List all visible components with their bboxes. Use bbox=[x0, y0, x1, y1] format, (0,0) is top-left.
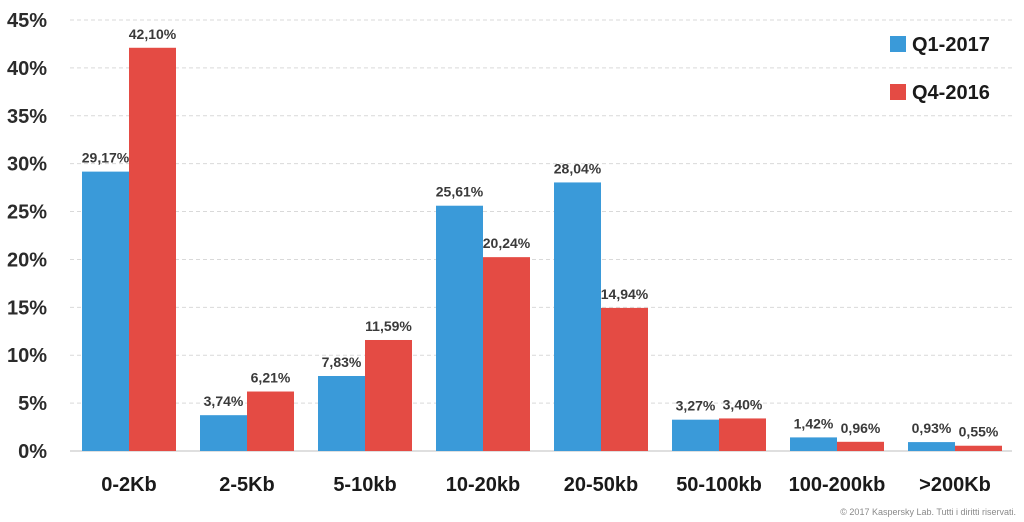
bars bbox=[82, 47, 1002, 452]
y-tick-label: 45% bbox=[7, 10, 47, 32]
x-category-label: 5-10kb bbox=[333, 474, 396, 496]
y-tick-label: 5% bbox=[18, 393, 47, 415]
x-category-label: 2-5Kb bbox=[219, 474, 275, 496]
y-tick-label: 20% bbox=[7, 249, 47, 271]
bar-q4-2016 bbox=[837, 441, 884, 451]
bar-q1-2017 bbox=[672, 419, 719, 451]
bar-q1-2017 bbox=[790, 437, 837, 451]
data-label: 25,61% bbox=[436, 184, 484, 200]
copyright-notice: © 2017 Kaspersky Lab. Tutti i diritti ri… bbox=[840, 507, 1016, 517]
data-label: 11,59% bbox=[365, 318, 412, 334]
bar-q1-2017 bbox=[318, 376, 365, 451]
gridlines bbox=[70, 19, 1012, 404]
y-tick-label: 35% bbox=[7, 106, 47, 128]
bar-q4-2016 bbox=[129, 47, 176, 452]
y-tick-label: 15% bbox=[7, 297, 47, 319]
legend-swatch bbox=[890, 84, 906, 100]
bar-q1-2017 bbox=[436, 205, 483, 451]
y-axis: 0% 5% 10% 15% 20% 25% 30% 35% 40% 45% bbox=[7, 10, 1012, 463]
x-category-label: 20-50kb bbox=[564, 474, 639, 496]
legend: Q1-2017 Q4-2016 bbox=[890, 34, 990, 104]
data-label: 0,93% bbox=[912, 420, 952, 436]
bar-q4-2016 bbox=[247, 391, 294, 451]
bar-q1-2017 bbox=[82, 171, 129, 452]
legend-label: Q4-2016 bbox=[912, 82, 990, 104]
data-label: 6,21% bbox=[251, 370, 291, 386]
legend-swatch bbox=[890, 36, 906, 52]
data-labels: 29,17% 42,10% 3,74% 6,21% 7,83% 11,59% 25,61% 2… bbox=[82, 26, 999, 440]
x-category-label: >200Kb bbox=[919, 474, 991, 496]
data-label: 42,10% bbox=[129, 26, 177, 42]
x-category-label: 0-2Kb bbox=[101, 474, 157, 496]
data-label: 20,24% bbox=[483, 235, 531, 251]
y-tick-label: 40% bbox=[7, 58, 47, 80]
x-axis: 0-2Kb 2-5Kb 5-10kb 10-20kb 20-50kb 50-100kb 10… bbox=[101, 474, 991, 496]
data-label: 29,17% bbox=[82, 150, 130, 166]
data-label: 7,83% bbox=[322, 354, 362, 370]
data-label: 3,27% bbox=[676, 398, 716, 414]
bar-q1-2017 bbox=[200, 415, 247, 451]
legend-label: Q1-2017 bbox=[912, 34, 990, 56]
y-tick-label: 30% bbox=[7, 154, 47, 176]
bar-q4-2016 bbox=[719, 418, 766, 451]
data-label: 14,94% bbox=[601, 286, 649, 302]
y-tick-label: 0% bbox=[18, 441, 47, 463]
bar-q1-2017 bbox=[908, 442, 955, 451]
data-label: 3,40% bbox=[723, 396, 763, 412]
x-category-label: 10-20kb bbox=[446, 474, 521, 496]
bar-q4-2016 bbox=[601, 307, 648, 451]
bar-q4-2016 bbox=[955, 445, 1002, 451]
bar-q1-2017 bbox=[554, 182, 601, 451]
data-label: 1,42% bbox=[794, 415, 834, 431]
x-category-label: 50-100kb bbox=[676, 474, 762, 496]
data-label: 28,04% bbox=[554, 160, 602, 176]
y-tick-label: 10% bbox=[7, 345, 47, 367]
data-label: 0,55% bbox=[959, 424, 999, 440]
bar-q4-2016 bbox=[365, 339, 412, 451]
x-category-label: 100-200kb bbox=[789, 474, 886, 496]
bar-q4-2016 bbox=[483, 257, 530, 451]
data-label: 0,96% bbox=[841, 420, 881, 436]
data-label: 3,74% bbox=[204, 393, 244, 409]
y-tick-label: 25% bbox=[7, 202, 47, 224]
